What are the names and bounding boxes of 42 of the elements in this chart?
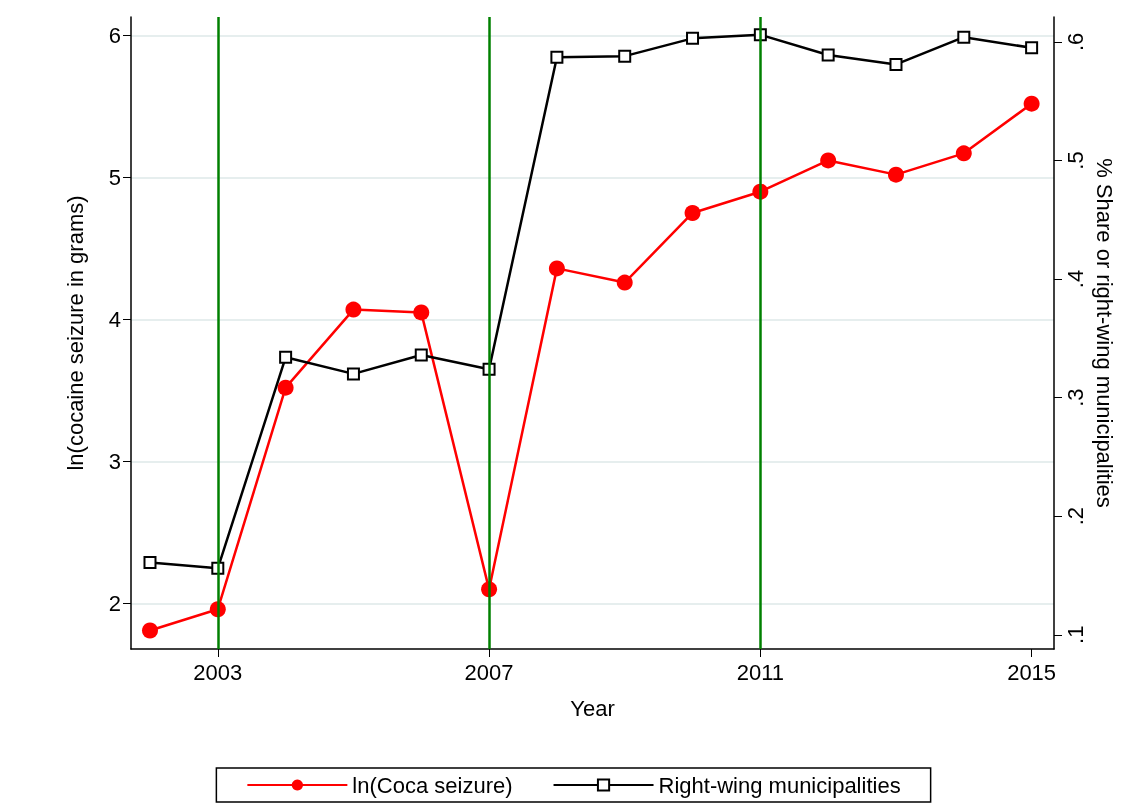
point: [550, 50, 564, 64]
point: [346, 367, 360, 381]
point: [548, 260, 565, 277]
point: [616, 274, 633, 291]
y2-axis-title: % Share or right-wing municipalities: [1092, 158, 1118, 508]
point: [684, 204, 701, 221]
point: [686, 31, 700, 45]
x-tick-label: 2007: [464, 659, 514, 685]
point: [888, 166, 904, 183]
x-tick-label: 2015: [1007, 659, 1057, 685]
legend-label: Right-wing municipalities: [658, 772, 901, 798]
point: [1023, 95, 1040, 112]
y2-tick-label: .5: [1062, 151, 1088, 170]
y2-tick-label: .4: [1062, 269, 1088, 289]
y2-tick-label: .1: [1062, 625, 1088, 644]
y2-tick-label: .3: [1062, 388, 1088, 407]
y-tick-label: 5: [108, 164, 121, 190]
point: [821, 48, 835, 62]
y-axis-title: ln(cocaine seizure in grams): [62, 195, 88, 471]
point: [277, 379, 294, 396]
y-tick-label: 4: [108, 307, 121, 333]
x-tick-label: 2011: [736, 659, 785, 685]
legend-label: ln(Coca seizure): [352, 772, 513, 798]
y2-tick-label: .2: [1062, 507, 1088, 526]
x-axis-title: Year: [570, 695, 615, 721]
point: [142, 622, 158, 639]
point: [345, 301, 362, 318]
point: [414, 348, 428, 362]
point: [955, 145, 972, 162]
point: [889, 57, 903, 71]
point: [413, 304, 430, 321]
point: [1025, 41, 1039, 55]
point: [618, 49, 632, 63]
y-tick-label: 3: [108, 449, 121, 475]
point: [279, 350, 293, 364]
y-tick-label: 6: [108, 22, 121, 48]
x-tick-label: 2003: [193, 659, 243, 685]
y2-tick-label: .6: [1062, 32, 1088, 52]
point: [143, 555, 157, 569]
y-tick-label: 2: [108, 591, 121, 617]
point: [820, 152, 837, 169]
point: [957, 30, 971, 44]
